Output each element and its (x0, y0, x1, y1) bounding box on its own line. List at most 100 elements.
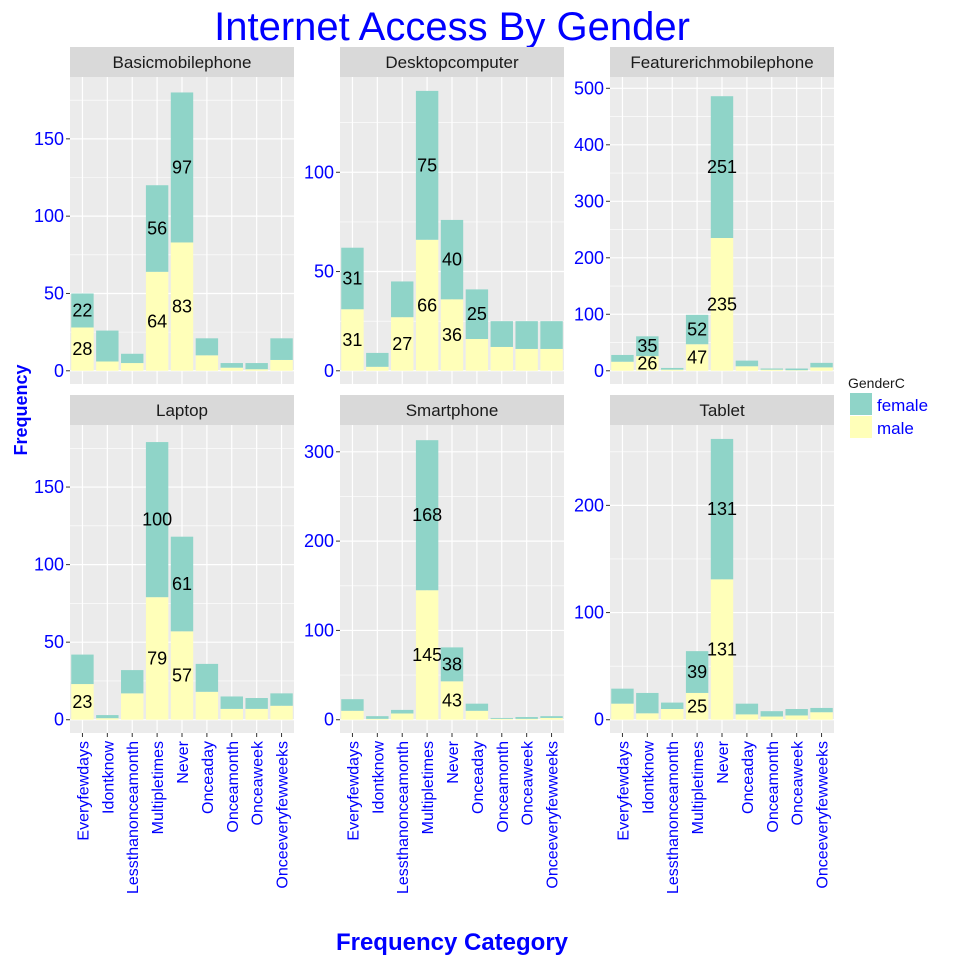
data-label-male: 26 (637, 353, 657, 373)
bar-male-onceaday (465, 339, 489, 371)
facet-strip (340, 395, 564, 425)
bar-female-lessthanonceamonth (661, 702, 684, 710)
bar-male-onceaweek (785, 370, 808, 371)
x-tick-label-never: Never (715, 740, 732, 783)
bar-male-multipletimes (145, 597, 169, 720)
bar-female-idontknow (366, 352, 389, 367)
y-tick-label: 100 (34, 555, 64, 575)
x-tick-label-lessthanonceamonth: Lessthanonceamonth (125, 741, 142, 894)
x-tick-label-idontknow: Idontknow (640, 741, 657, 814)
facet-strip (610, 47, 834, 77)
y-tick-label: 200 (304, 531, 334, 551)
bar-female-onceaweek (785, 368, 808, 371)
bar-female-never (440, 647, 464, 682)
x-tick-label-onceamonth: Onceamonth (495, 741, 512, 833)
bar-female-never (170, 536, 194, 632)
data-label-male: 27 (392, 334, 412, 354)
bar-male-lessthanonceamonth (121, 363, 144, 371)
x-tick-label-onceeveryfewweeks: Onceeveryfewweeks (815, 741, 832, 889)
bar-female-onceeveryfewweeks (540, 716, 563, 718)
y-tick-label: 0 (594, 710, 604, 730)
bar-male-never (710, 238, 734, 371)
y-tick-label: 50 (44, 283, 64, 303)
bar-male-lessthanonceamonth (121, 693, 144, 720)
facet-panels: Basicmobilephone 28 22 64 56 83 97 0 50 100 150 Des… (34, 47, 834, 894)
data-label-female: 22 (72, 300, 92, 320)
x-axis-title: Frequency Category (336, 929, 569, 956)
bar-female-idontknow (636, 692, 659, 714)
facet-strip (610, 395, 834, 425)
facet-strip (70, 395, 294, 425)
bar-female-multipletimes (685, 314, 709, 345)
bar-male-multipletimes (145, 271, 169, 371)
y-tick-label: 100 (574, 304, 604, 324)
bar-female-onceaday (735, 703, 759, 715)
data-label-male: 83 (172, 297, 192, 317)
bar-female-onceaweek (245, 698, 268, 709)
y-tick-label: 100 (304, 162, 334, 182)
bar-female-onceamonth (220, 363, 243, 368)
bar-female-onceaday (465, 289, 489, 340)
facet-strip (70, 47, 294, 77)
legend: GenderC female male (848, 375, 928, 438)
x-tick-label-onceaweek: Onceaweek (790, 740, 807, 825)
x-tick-label-onceamonth: Onceamonth (225, 741, 242, 833)
x-tick-label-everyfewdays: Everyfewdays (75, 741, 92, 841)
bar-female-lessthanonceamonth (121, 353, 144, 364)
x-tick-label-multipletimes: Multipletimes (150, 741, 167, 834)
facet-strip-label: Tablet (699, 401, 745, 420)
data-label-male: 64 (147, 311, 167, 331)
legend-label-male: male (877, 419, 914, 438)
data-label-male: 66 (417, 295, 437, 315)
bar-male-lessthanonceamonth (661, 709, 684, 720)
y-tick-label: 100 (34, 206, 64, 226)
bar-female-multipletimes (145, 185, 169, 272)
bar-male-onceaday (195, 355, 219, 371)
legend-title: GenderC (848, 375, 905, 391)
x-tick-label-everyfewdays: Everyfewdays (345, 741, 362, 841)
data-label-female: 56 (147, 219, 167, 239)
x-tick-label-onceaweek: Onceaweek (250, 740, 267, 825)
facet-strip-label: Smartphone (406, 401, 499, 420)
data-label-female: 131 (707, 499, 737, 519)
data-label-female: 75 (417, 155, 437, 175)
bar-female-idontknow (636, 336, 659, 357)
data-label-male: 47 (687, 348, 707, 368)
bar-female-multipletimes (415, 440, 439, 591)
facet-strip-label: Basicmobilephone (113, 53, 252, 72)
y-tick-label: 150 (34, 477, 64, 497)
bar-female-onceaweek (785, 709, 808, 716)
y-tick-label: 0 (54, 710, 64, 730)
bar-male-never (440, 681, 464, 720)
bar-female-multipletimes (685, 651, 709, 693)
bar-male-lessthanonceamonth (661, 369, 684, 371)
bar-male-everyfewdays (71, 327, 94, 371)
bar-female-idontknow (96, 715, 119, 719)
bar-female-onceaday (735, 360, 759, 367)
bar-female-onceeveryfewweeks (270, 338, 293, 360)
bar-male-onceamonth (760, 716, 783, 720)
bar-female-onceamonth (490, 321, 513, 347)
bar-female-multipletimes (415, 90, 439, 240)
data-label-female: 100 (142, 510, 172, 530)
bar-female-everyfewdays (611, 688, 634, 704)
bar-female-never (710, 96, 734, 239)
facet-strip (340, 47, 564, 77)
bar-male-multipletimes (415, 239, 439, 371)
y-tick-label: 0 (324, 361, 334, 381)
bar-male-idontknow (366, 366, 389, 371)
y-tick-label: 0 (324, 710, 334, 730)
panel-smartphone: Smartphone 145 168 43 38 0 100 200 300 Everyfewda… (304, 395, 564, 894)
bar-female-onceamonth (220, 696, 243, 709)
bar-female-idontknow (366, 716, 389, 719)
data-label-male: 145 (412, 645, 442, 665)
data-label-male: 23 (72, 692, 92, 712)
x-tick-label-everyfewdays: Everyfewdays (615, 741, 632, 841)
bar-male-onceeveryfewweeks (810, 367, 833, 371)
bar-female-onceamonth (760, 711, 783, 717)
bar-male-onceeveryfewweeks (810, 712, 833, 720)
x-tick-label-never: Never (175, 740, 192, 783)
data-label-female: 31 (342, 268, 362, 288)
data-label-male: 43 (442, 691, 462, 711)
